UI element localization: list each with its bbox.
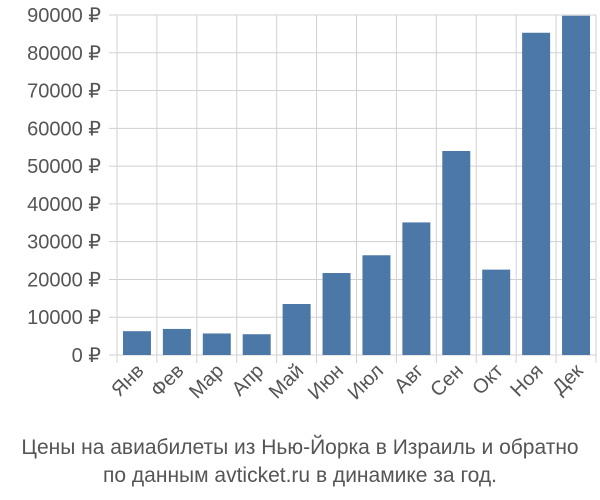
x-tick-label: Июн [304, 360, 348, 404]
y-tick-label: 70000 ₽ [27, 81, 101, 103]
x-tick-label: Дек [548, 360, 587, 399]
x-tick-label: Авг [390, 360, 428, 398]
x-tick-label: Май [265, 360, 308, 403]
x-tick-label: Мар [185, 360, 228, 403]
bar-4 [242, 334, 271, 355]
y-tick-label: 10000 ₽ [27, 307, 101, 329]
bar-6 [322, 273, 351, 355]
chart-caption-line-2: по данным avticket.ru в динамике за год. [103, 464, 497, 487]
y-tick-label: 0 ₽ [72, 345, 102, 367]
x-tick-label: Сен [426, 360, 467, 401]
bar-3 [202, 333, 231, 355]
x-tick-label: Фев [147, 360, 189, 402]
y-axis-tick-labels: 0 ₽ 10000 ₽ 20000 ₽ 30000 ₽ 40000 ₽ 50000 ₽ 60… [27, 5, 101, 367]
bar-12 [562, 15, 591, 356]
x-tick-label: Ноя [506, 360, 547, 401]
x-tick-label: Апр [228, 360, 269, 401]
bar-10 [482, 269, 511, 355]
bar-5 [282, 304, 311, 355]
x-tick-label: Янв [107, 360, 148, 401]
y-tick-label: 90000 ₽ [27, 5, 101, 27]
y-tick-label: 20000 ₽ [27, 269, 101, 291]
bars [122, 15, 591, 356]
chart-caption-line-1: Цены на авиабилеты из Нью-Йорка в Израил… [21, 436, 579, 459]
y-tick-label: 40000 ₽ [27, 194, 101, 216]
bar-9 [442, 151, 471, 355]
y-tick-label: 30000 ₽ [27, 232, 101, 254]
y-tick-label: 60000 ₽ [27, 118, 101, 140]
bar-11 [522, 32, 551, 355]
y-tick-label: 50000 ₽ [27, 156, 101, 178]
grid-lines [109, 14, 597, 363]
bar-7 [362, 255, 391, 355]
x-tick-label: Окт [468, 360, 507, 399]
bar-8 [402, 222, 431, 355]
bar-1 [122, 331, 151, 355]
bar-chart: 0 ₽ 10000 ₽ 20000 ₽ 30000 ₽ 40000 ₽ 50000 ₽ 60… [27, 5, 597, 404]
bar-2 [162, 328, 191, 355]
y-tick-label: 80000 ₽ [27, 43, 101, 65]
x-tick-label: Июл [344, 360, 388, 404]
